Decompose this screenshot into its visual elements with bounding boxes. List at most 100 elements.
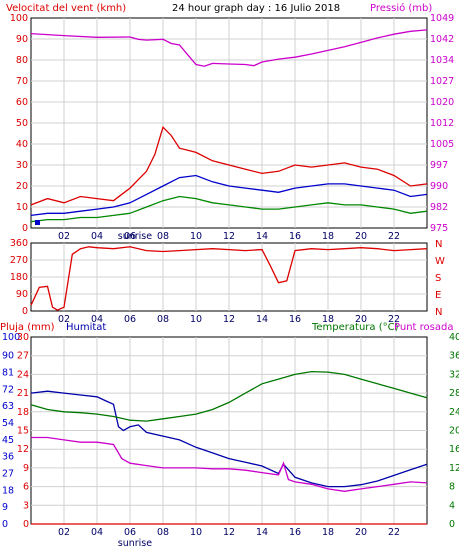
- temperature-tick: 12: [449, 463, 459, 474]
- x-tick-label-0: 14: [256, 231, 268, 242]
- temperature-tick: 4: [449, 500, 455, 511]
- rain-tick: 3: [23, 500, 29, 511]
- x-tick-label-2: 14: [256, 527, 268, 538]
- temperature-tick: 8: [449, 482, 455, 493]
- wind-speed-tick: 90: [16, 34, 28, 45]
- humidity-tick: 81: [2, 368, 14, 379]
- x-tick-label-2: 02: [58, 527, 70, 538]
- temperature-tick: 20: [449, 426, 459, 437]
- compass-label: E: [435, 290, 441, 301]
- direction-tick: 90: [16, 289, 28, 300]
- rain-tick: 9: [23, 463, 29, 474]
- wind-speed-tick: 20: [16, 181, 28, 192]
- temperature-tick: 32: [449, 369, 459, 380]
- pressure-tick: 1049: [430, 13, 454, 24]
- rain-label: Pluja (mm): [0, 322, 55, 333]
- direction-tick: 270: [10, 255, 28, 266]
- x-tick-label-1: 08: [157, 314, 169, 325]
- humidity-tick: 63: [2, 401, 14, 412]
- x-tick-label-1: 14: [256, 314, 268, 325]
- x-tick-label-0: 02: [58, 231, 70, 242]
- x-tick-label-0: 12: [223, 231, 235, 242]
- temperature-line: [30, 370, 428, 422]
- x-tick-label-1: 18: [322, 314, 334, 325]
- rain-tick: 21: [17, 388, 29, 399]
- pressure-tick: 1012: [430, 118, 454, 129]
- x-tick-label-0: 16: [289, 231, 301, 242]
- temperature-label: Temperatura (°C): [311, 322, 399, 333]
- humidity-tick: 18: [2, 485, 14, 496]
- humidity-tick: 54: [2, 418, 14, 429]
- direction-tick: 360: [10, 238, 28, 249]
- x-tick-label-2: 18: [322, 527, 334, 538]
- rain-tick: 24: [17, 369, 29, 380]
- x-tick-label-2: 04: [91, 527, 103, 538]
- compass-label: W: [435, 256, 445, 267]
- chart-title: 24 hour graph day : 16 Julio 2018: [172, 3, 340, 14]
- wind-speed-tick: 30: [16, 160, 28, 171]
- x-tick-label-1: 20: [355, 314, 367, 325]
- x-tick-label-2: 16: [289, 527, 301, 538]
- pressure-tick: 1005: [430, 139, 454, 150]
- rain-tick: 15: [17, 426, 29, 437]
- dewpoint-line: [31, 436, 428, 492]
- x-tick-label-0: 10: [190, 231, 202, 242]
- x-tick-label-0: 08: [157, 231, 169, 242]
- pressure-tick: 1034: [430, 55, 454, 66]
- x-tick-label-0: 06: [124, 231, 136, 242]
- rain-tick: 0: [23, 519, 29, 530]
- x-tick-label-2: 12: [223, 527, 235, 538]
- rain-tick: 6: [23, 482, 29, 493]
- wind-speed-tick: 10: [16, 202, 28, 213]
- humidity-tick: 45: [2, 435, 14, 446]
- sunrise-label: sunrise: [118, 231, 152, 242]
- sunrise-label-bottom: sunrise: [118, 538, 152, 549]
- rain-tick: 30: [17, 332, 29, 343]
- wind-speed-tick: 40: [16, 139, 28, 150]
- x-tick-label-0: 22: [388, 231, 400, 242]
- x-tick-label-0: 20: [355, 231, 367, 242]
- pressure-tick: 1020: [430, 97, 454, 108]
- wind-speed-label: Velocitat del vent (kmh): [6, 3, 126, 14]
- pressure-tick: 975: [430, 223, 448, 234]
- rain-tick: 12: [17, 444, 29, 455]
- compass-label: S: [435, 273, 441, 284]
- temperature-tick: 36: [449, 351, 459, 362]
- rain-tick: 18: [17, 407, 29, 418]
- wind-speed-tick: 0: [22, 223, 28, 234]
- x-tick-label-1: 06: [124, 314, 136, 325]
- humidity-tick: 100: [2, 332, 20, 343]
- wind-gust-line: [30, 125, 428, 206]
- humidity-label: Humitat: [66, 322, 106, 333]
- x-tick-label-1: 02: [58, 314, 70, 325]
- humidity-tick: 27: [2, 469, 14, 480]
- pressure-line: [30, 29, 428, 67]
- temperature-tick: 28: [449, 388, 459, 399]
- temperature-tick: 40: [449, 332, 459, 343]
- wind-minimum-line: [30, 195, 428, 223]
- wind-speed-tick: 60: [16, 97, 28, 108]
- x-tick-label-1: 16: [289, 314, 301, 325]
- pressure-tick: 1042: [430, 34, 454, 45]
- x-tick-label-1: 04: [91, 314, 103, 325]
- wind-average-line: [30, 174, 428, 217]
- pressure-tick: 997: [430, 160, 448, 171]
- direction-tick: 180: [10, 272, 28, 283]
- x-tick-label-1: 22: [388, 314, 400, 325]
- compass-label: N: [435, 307, 442, 318]
- x-tick-label-2: 10: [190, 527, 202, 538]
- x-tick-label-2: 22: [388, 527, 400, 538]
- humidity-line: [30, 390, 428, 488]
- x-tick-label-2: 06: [124, 527, 136, 538]
- dewpoint-label: Punt rosada: [394, 322, 453, 333]
- x-tick-label-2: 08: [157, 527, 169, 538]
- temperature-tick: 16: [449, 444, 459, 455]
- wind-direction-line: [30, 246, 428, 311]
- pressure-tick: 990: [430, 181, 448, 192]
- compass-label: N: [435, 239, 442, 250]
- humidity-tick: 9: [2, 502, 8, 513]
- x-tick-label-0: 04: [91, 231, 103, 242]
- humidity-tick: 72: [2, 384, 14, 395]
